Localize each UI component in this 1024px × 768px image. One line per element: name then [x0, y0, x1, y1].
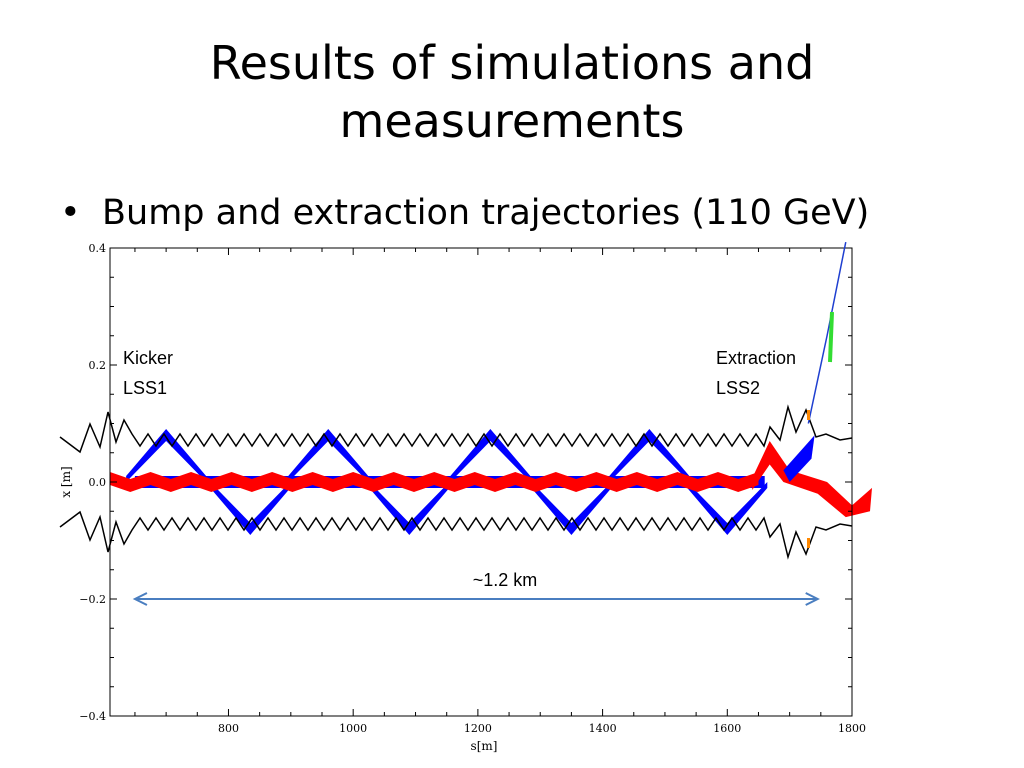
x-tick-label: 1400 [589, 722, 617, 735]
bump-band [369, 482, 450, 535]
distance-arrow-head-right [805, 592, 820, 606]
bump-band [450, 429, 531, 482]
y-tick-label: −0.2 [79, 593, 106, 606]
slide-title-line2: measurements [339, 94, 685, 148]
bump-band [126, 429, 207, 482]
orange-marker [807, 538, 810, 548]
x-tick-label: 800 [218, 722, 239, 735]
bullet-text: Bump and extraction trajectories (110 Ge… [102, 193, 870, 233]
bump-band-tail [783, 435, 815, 482]
y-tick-label: 0.4 [89, 242, 107, 255]
bullet-item: • Bump and extraction trajectories (110 G… [60, 188, 869, 238]
extracted-beam-tail [752, 441, 872, 518]
extraction-label: Extraction [716, 348, 796, 368]
y-tick-label: −0.4 [79, 710, 106, 723]
x-tick-label: 1800 [838, 722, 866, 735]
x-axis-title: s[m] [471, 739, 498, 753]
kicker-location-label: LSS1 [123, 378, 167, 398]
extraction-elements [132, 242, 847, 606]
aperture-lower [59, 510, 853, 560]
x-tick-label: 1000 [339, 722, 367, 735]
slide-title: Results of simulations and measurements [112, 34, 912, 150]
distance-arrow-head-left [132, 592, 148, 606]
septum-highlight [828, 311, 834, 363]
y-tick-label: 0.0 [89, 476, 107, 489]
slide-title-line1: Results of simulations and [209, 36, 815, 90]
aperture-envelope [59, 404, 853, 560]
bump-band [609, 429, 690, 482]
bullet-dot: • [60, 193, 81, 233]
extraction-location-label: LSS2 [716, 378, 760, 398]
x-tick-label: 1600 [713, 722, 741, 735]
kicker-label: Kicker [123, 348, 173, 368]
aperture-upper [59, 404, 853, 454]
distance-label: ~1.2 km [473, 570, 538, 590]
extracted-beam-band [110, 472, 759, 492]
orange-marker [807, 410, 810, 420]
y-axis-title: x [m] [59, 466, 73, 497]
y-tick-label: 0.2 [89, 359, 107, 372]
bump-band [531, 482, 612, 535]
extraction-trajectory [807, 242, 847, 424]
axis-ticks: 800 1000 1200 1400 1600 1800 0.4 0.2 0.0 −0.2 −0.4 [79, 242, 866, 735]
x-tick-label: 1200 [464, 722, 492, 735]
bump-band [210, 482, 291, 535]
